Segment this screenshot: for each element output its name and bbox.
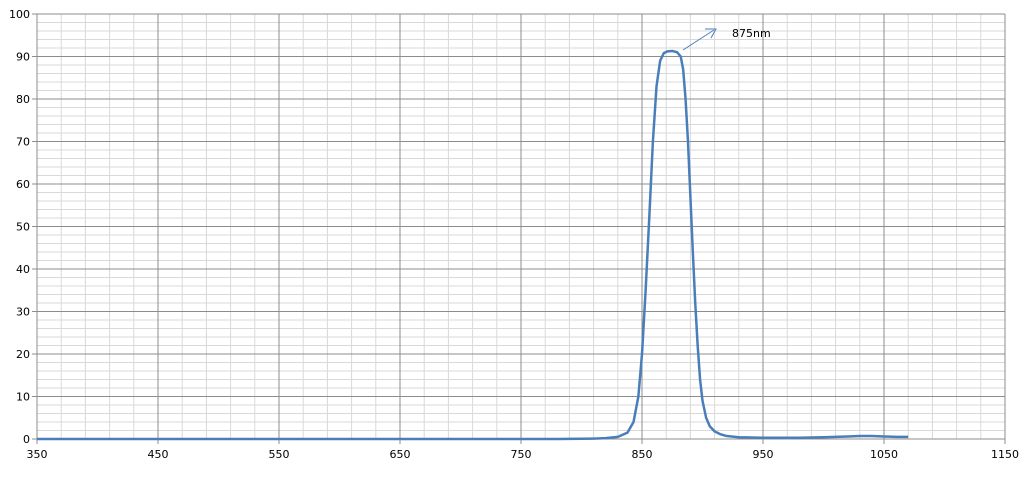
y-tick-label: 10 [16, 391, 30, 404]
y-tick-label: 20 [16, 348, 30, 361]
x-tick-label: 750 [511, 448, 532, 461]
x-tick-label: 450 [148, 448, 169, 461]
data-line [37, 49, 909, 441]
x-tick-label: 1150 [991, 448, 1019, 461]
y-tick-label: 30 [16, 306, 30, 319]
y-tick-label: 100 [9, 8, 30, 21]
y-tick-label: 90 [16, 51, 30, 64]
x-tick-label: 950 [753, 448, 774, 461]
y-tick-label: 40 [16, 263, 30, 276]
x-tick-label: 550 [269, 448, 290, 461]
y-tick-label: 0 [23, 433, 30, 446]
x-tick-label: 650 [390, 448, 411, 461]
y-tick-label: 80 [16, 93, 30, 106]
y-tick-label: 70 [16, 136, 30, 149]
x-tick-label: 1050 [870, 448, 898, 461]
y-tick-label: 60 [16, 178, 30, 191]
annotation-arrow [682, 29, 715, 51]
x-tick-label: 350 [27, 448, 48, 461]
x-tick-label: 850 [632, 448, 653, 461]
annotation: 875nm [732, 27, 771, 40]
annotation-arrowhead [705, 28, 717, 39]
y-tick-label: 50 [16, 221, 30, 234]
